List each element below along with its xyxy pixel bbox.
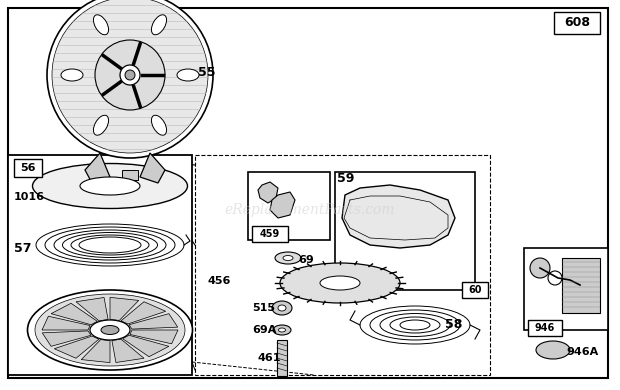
Circle shape bbox=[52, 0, 208, 153]
Circle shape bbox=[120, 65, 140, 85]
Bar bbox=[8, 155, 192, 375]
Polygon shape bbox=[140, 153, 165, 183]
Circle shape bbox=[95, 40, 165, 110]
Text: 69A: 69A bbox=[252, 325, 277, 335]
Ellipse shape bbox=[273, 325, 291, 335]
Ellipse shape bbox=[151, 115, 167, 135]
Polygon shape bbox=[112, 339, 144, 363]
Text: 58: 58 bbox=[445, 319, 463, 332]
Polygon shape bbox=[51, 303, 97, 325]
Ellipse shape bbox=[94, 15, 108, 35]
Polygon shape bbox=[129, 314, 178, 329]
Text: 456: 456 bbox=[208, 276, 231, 286]
Text: 69: 69 bbox=[298, 255, 314, 265]
Ellipse shape bbox=[94, 115, 108, 135]
Bar bbox=[277, 340, 287, 376]
Text: 59: 59 bbox=[337, 172, 355, 184]
Ellipse shape bbox=[151, 15, 167, 35]
Circle shape bbox=[530, 258, 550, 278]
Bar bbox=[462, 282, 488, 298]
Polygon shape bbox=[85, 153, 110, 183]
Text: 459: 459 bbox=[260, 229, 280, 239]
Ellipse shape bbox=[280, 263, 400, 303]
Polygon shape bbox=[110, 297, 139, 321]
Circle shape bbox=[47, 0, 213, 158]
Text: 57: 57 bbox=[14, 241, 32, 255]
Ellipse shape bbox=[32, 163, 187, 209]
Text: 1016: 1016 bbox=[14, 192, 45, 202]
Polygon shape bbox=[270, 192, 295, 218]
Polygon shape bbox=[342, 185, 455, 248]
Ellipse shape bbox=[177, 69, 199, 81]
Ellipse shape bbox=[320, 276, 360, 290]
Ellipse shape bbox=[272, 301, 292, 315]
Text: 461: 461 bbox=[257, 353, 280, 363]
Circle shape bbox=[548, 271, 562, 285]
Bar bbox=[122, 170, 138, 180]
Ellipse shape bbox=[278, 328, 285, 332]
Text: 946: 946 bbox=[535, 323, 555, 333]
Text: 946A: 946A bbox=[566, 347, 598, 357]
Ellipse shape bbox=[275, 252, 301, 264]
Text: 60: 60 bbox=[468, 285, 482, 295]
Polygon shape bbox=[42, 331, 91, 346]
Bar bbox=[14, 159, 42, 177]
Ellipse shape bbox=[278, 305, 286, 311]
Ellipse shape bbox=[80, 177, 140, 195]
Bar bbox=[248, 172, 330, 240]
Ellipse shape bbox=[27, 290, 192, 370]
Ellipse shape bbox=[61, 69, 83, 81]
Polygon shape bbox=[121, 302, 166, 324]
Ellipse shape bbox=[90, 320, 130, 340]
Ellipse shape bbox=[283, 255, 293, 261]
Polygon shape bbox=[258, 182, 278, 203]
Bar bbox=[335, 172, 475, 290]
Bar bbox=[524, 248, 608, 330]
Bar bbox=[554, 12, 600, 34]
Ellipse shape bbox=[101, 326, 119, 335]
Polygon shape bbox=[130, 330, 178, 344]
Ellipse shape bbox=[536, 341, 570, 359]
Bar bbox=[562, 258, 600, 313]
Polygon shape bbox=[123, 335, 169, 357]
Text: 55: 55 bbox=[198, 66, 216, 78]
Polygon shape bbox=[55, 336, 99, 358]
Text: 515: 515 bbox=[252, 303, 275, 313]
Text: 608: 608 bbox=[564, 16, 590, 30]
Polygon shape bbox=[81, 340, 110, 363]
Text: eReplacementParts.com: eReplacementParts.com bbox=[224, 203, 396, 217]
Bar bbox=[528, 320, 562, 336]
Ellipse shape bbox=[35, 294, 185, 366]
Polygon shape bbox=[42, 316, 90, 330]
Bar bbox=[252, 226, 288, 242]
Polygon shape bbox=[76, 298, 108, 321]
Bar bbox=[195, 155, 490, 375]
Text: 56: 56 bbox=[20, 163, 36, 173]
Circle shape bbox=[125, 70, 135, 80]
